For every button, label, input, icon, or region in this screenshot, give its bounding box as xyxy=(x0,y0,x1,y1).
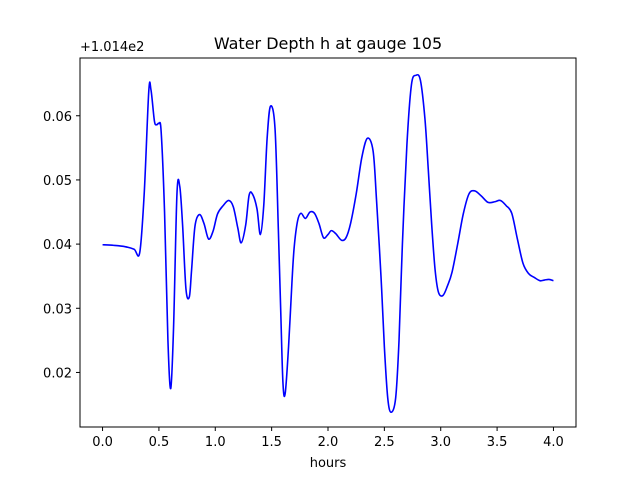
x-tick-label: 1.0 xyxy=(205,435,226,450)
x-tick-label: 0.0 xyxy=(92,435,113,450)
y-offset-label: +1.014e2 xyxy=(80,40,144,55)
x-tick-label: 3.5 xyxy=(487,435,508,450)
x-tick-label: 4.0 xyxy=(543,435,564,450)
x-tick-label: 1.5 xyxy=(261,435,282,450)
series-layer xyxy=(102,73,554,414)
y-tick-label: 0.02 xyxy=(43,366,72,381)
x-tick-label: 3.0 xyxy=(430,435,451,450)
plot-area-frame xyxy=(79,57,577,428)
y-tick-label: 0.05 xyxy=(43,174,72,189)
x-axis-label: hours xyxy=(310,456,347,471)
y-tick-label: 0.06 xyxy=(43,110,72,125)
x-tick-label: 0.5 xyxy=(149,435,170,450)
y-tick-label: 0.04 xyxy=(43,238,72,253)
y-tick-label: 0.03 xyxy=(43,302,72,317)
chart-title: Water Depth h at gauge 105 xyxy=(214,34,442,53)
ticks-layer: 0.0 0.5 1.0 1.5 2.0 2.5 3.0 3.5 4.0 0.02 0.03 0.04 0… xyxy=(43,110,564,450)
x-tick-label: 2.5 xyxy=(374,435,395,450)
x-tick-label: 2.0 xyxy=(318,435,339,450)
series-line xyxy=(102,73,554,414)
